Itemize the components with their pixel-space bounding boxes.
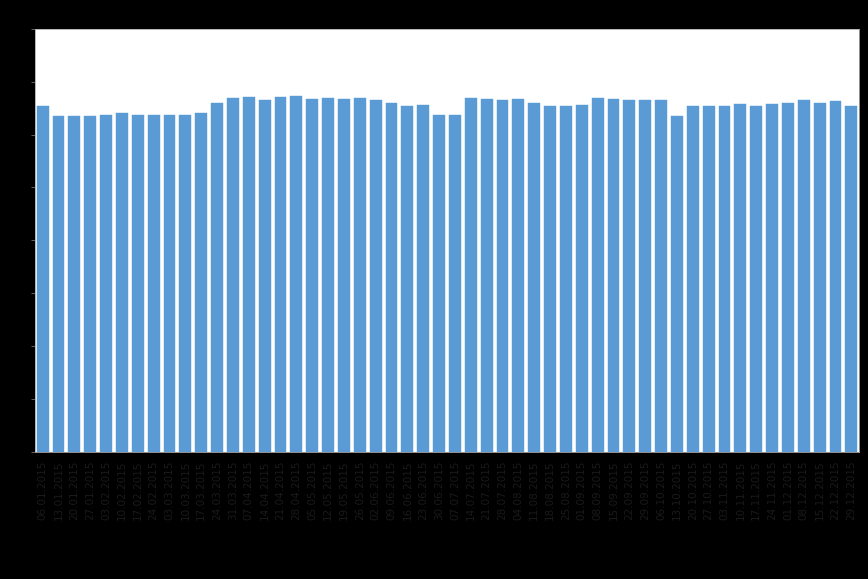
Bar [227,98,239,452]
Bar [623,100,635,452]
Bar [608,98,620,452]
Bar [116,113,128,452]
Bar [132,115,144,452]
Bar [798,100,810,452]
Bar [734,104,746,452]
Bar [306,98,319,452]
Bar [69,116,81,452]
Bar [338,98,350,452]
Bar [830,101,841,452]
Bar [370,100,382,452]
Bar [544,105,556,452]
Bar [575,104,588,452]
Bar [291,96,302,452]
Bar [750,105,762,452]
Bar [813,103,825,452]
Bar [671,116,683,452]
Bar [529,103,540,452]
Bar [243,97,254,452]
Bar [354,98,365,452]
Bar [782,103,794,452]
Bar [719,105,731,452]
Bar [766,104,778,452]
Bar [845,105,858,452]
Bar [274,97,286,452]
Bar [211,103,223,452]
Title: pH, surhetsgrad: pH, surhetsgrad [320,0,574,24]
Bar [195,113,207,452]
Bar [640,100,651,452]
Bar [592,98,603,452]
Bar [418,104,429,452]
Bar [687,105,699,452]
Bar [512,98,524,452]
Bar [100,115,112,452]
Bar [465,98,477,452]
Bar [148,115,160,452]
Bar [560,105,572,452]
Bar [322,98,334,452]
Bar [655,100,667,452]
Bar [496,100,509,452]
Bar [449,115,461,452]
Bar [36,105,49,452]
Bar [163,115,175,452]
Bar [401,105,413,452]
Bar [259,100,271,452]
Bar [53,116,64,452]
Bar [481,98,493,452]
Bar [180,115,191,452]
Bar [84,116,96,452]
Bar [433,115,445,452]
Bar [703,105,714,452]
Bar [385,103,398,452]
